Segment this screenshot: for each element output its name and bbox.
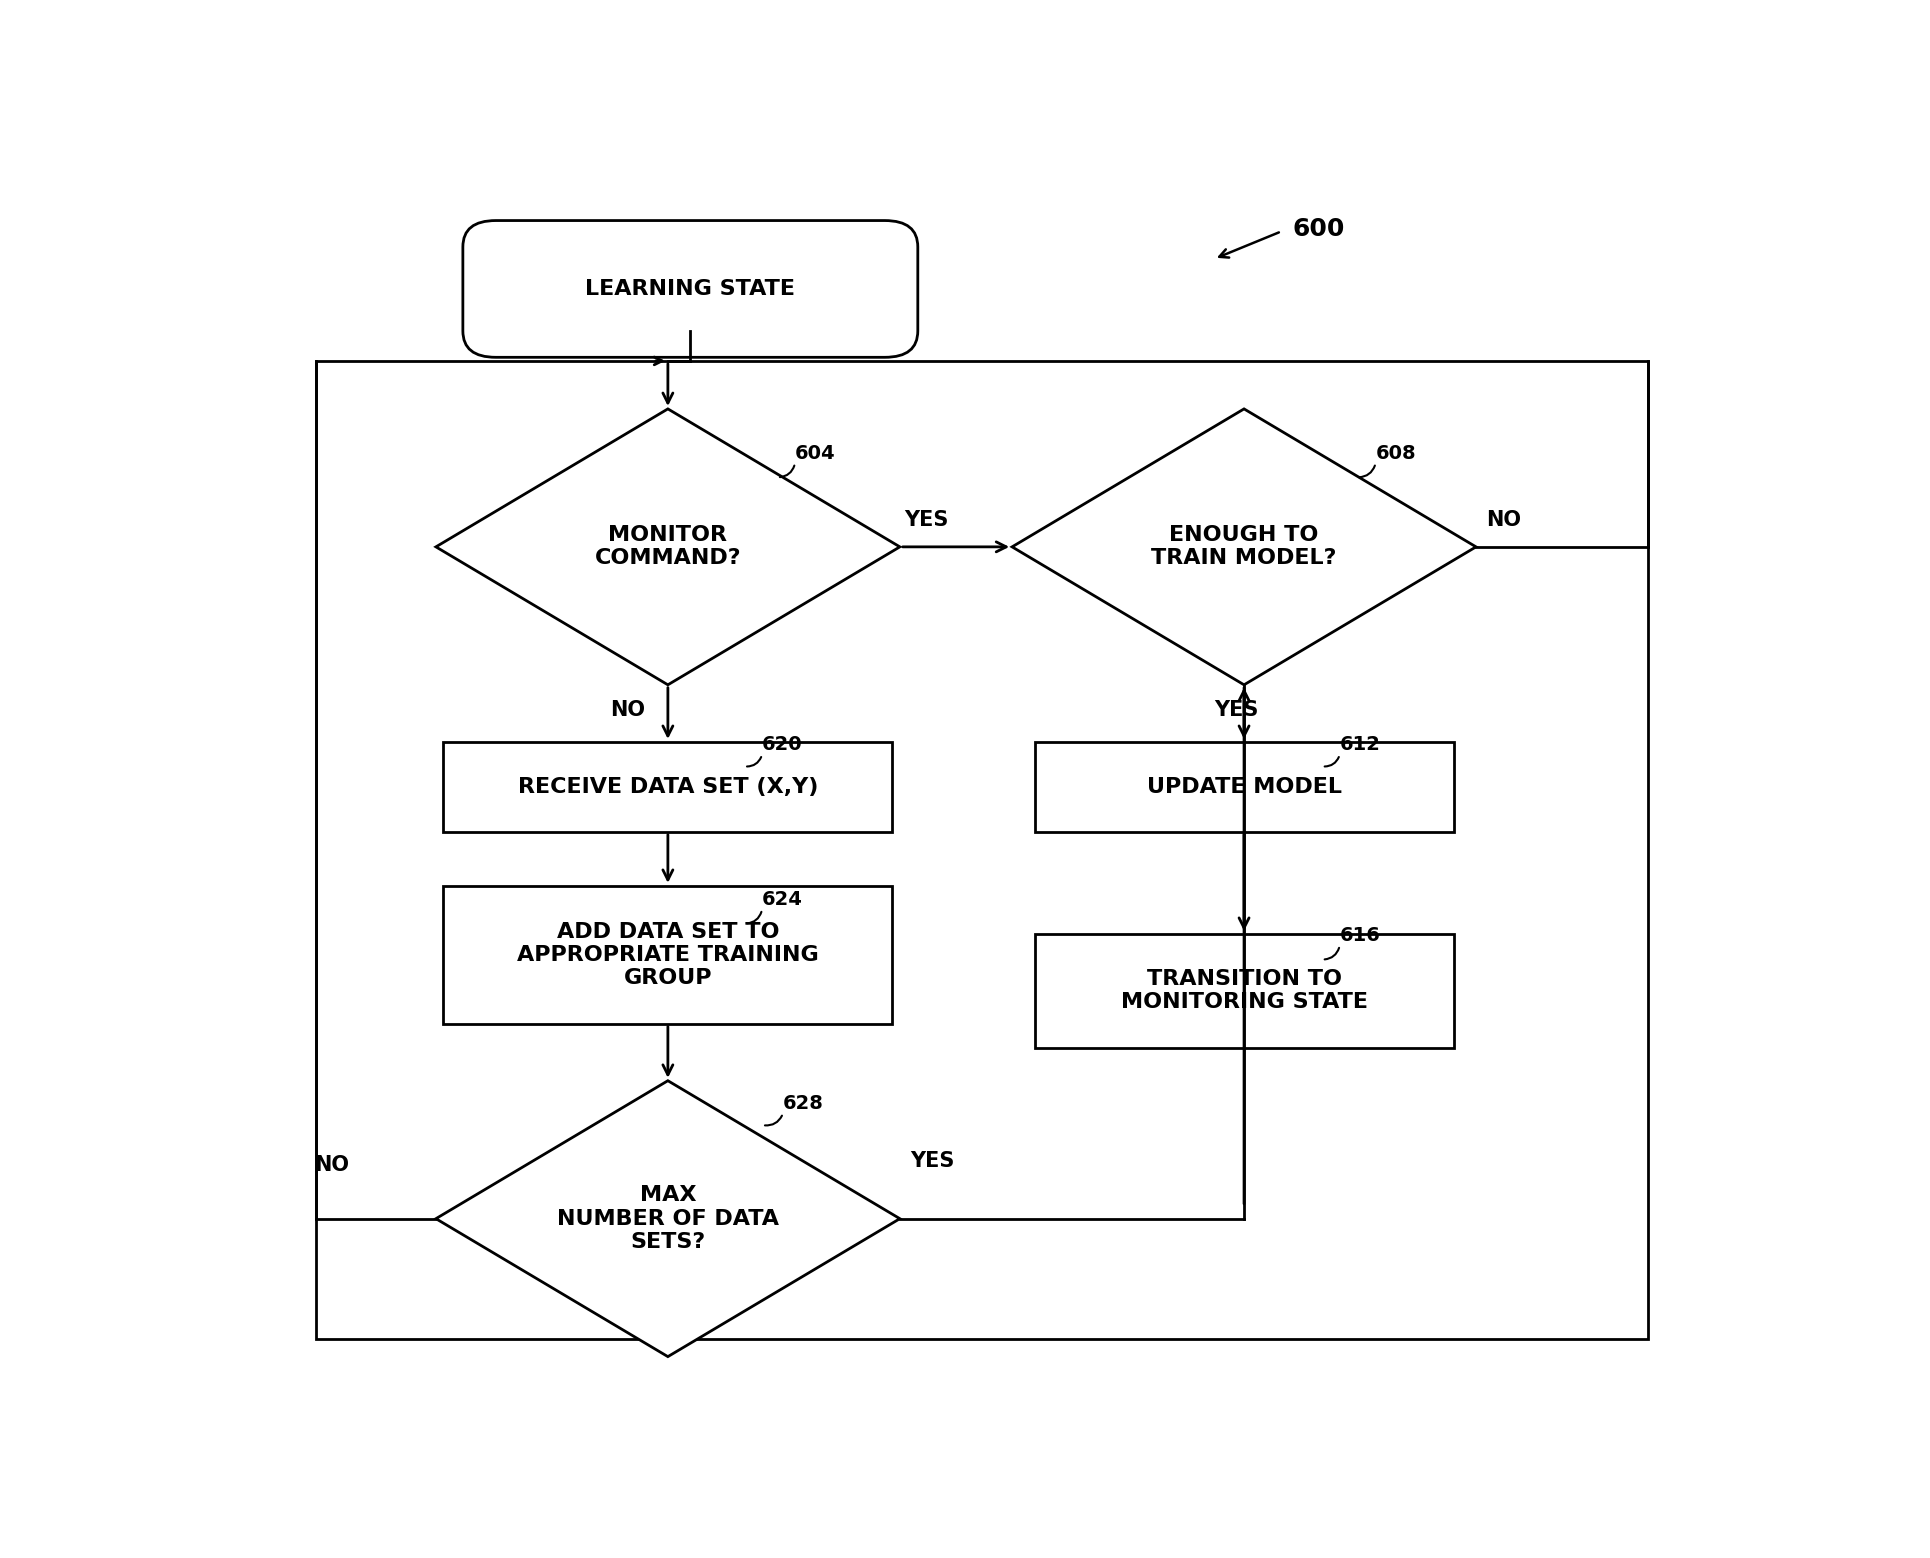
Text: LEARNING STATE: LEARNING STATE (585, 279, 795, 299)
Bar (444, 887, 892, 1024)
Text: 620: 620 (762, 735, 803, 754)
Text: ENOUGH TO
TRAIN MODEL?: ENOUGH TO TRAIN MODEL? (1150, 525, 1336, 569)
Text: TRANSITION TO
MONITORING STATE: TRANSITION TO MONITORING STATE (1119, 969, 1366, 1013)
Bar (444, 742, 892, 832)
Text: MONITOR
COMMAND?: MONITOR COMMAND? (594, 525, 741, 569)
Bar (1034, 933, 1453, 1047)
Text: UPDATE MODEL: UPDATE MODEL (1146, 777, 1341, 796)
Text: 628: 628 (784, 1094, 824, 1112)
Polygon shape (436, 408, 899, 686)
Text: YES: YES (909, 1151, 953, 1172)
Bar (317, 361, 1648, 1338)
Text: 616: 616 (1339, 925, 1380, 946)
Text: YES: YES (1214, 701, 1258, 720)
Text: ADD DATA SET TO
APPROPRIATE TRAINING
GROUP: ADD DATA SET TO APPROPRIATE TRAINING GRO… (517, 921, 818, 988)
Bar (1034, 742, 1453, 832)
Text: MAX
NUMBER OF DATA
SETS?: MAX NUMBER OF DATA SETS? (556, 1186, 778, 1253)
FancyBboxPatch shape (463, 221, 917, 357)
Text: 624: 624 (762, 890, 803, 910)
Polygon shape (1011, 408, 1475, 686)
Text: 608: 608 (1374, 444, 1415, 463)
Text: 612: 612 (1339, 735, 1380, 754)
Text: NO: NO (610, 701, 645, 720)
Text: 600: 600 (1291, 217, 1345, 241)
Text: NO: NO (313, 1154, 349, 1175)
Text: RECEIVE DATA SET (X,Y): RECEIVE DATA SET (X,Y) (517, 777, 818, 796)
Polygon shape (436, 1081, 899, 1357)
Text: 604: 604 (795, 444, 836, 463)
Text: NO: NO (1486, 509, 1521, 530)
Text: YES: YES (903, 509, 948, 530)
